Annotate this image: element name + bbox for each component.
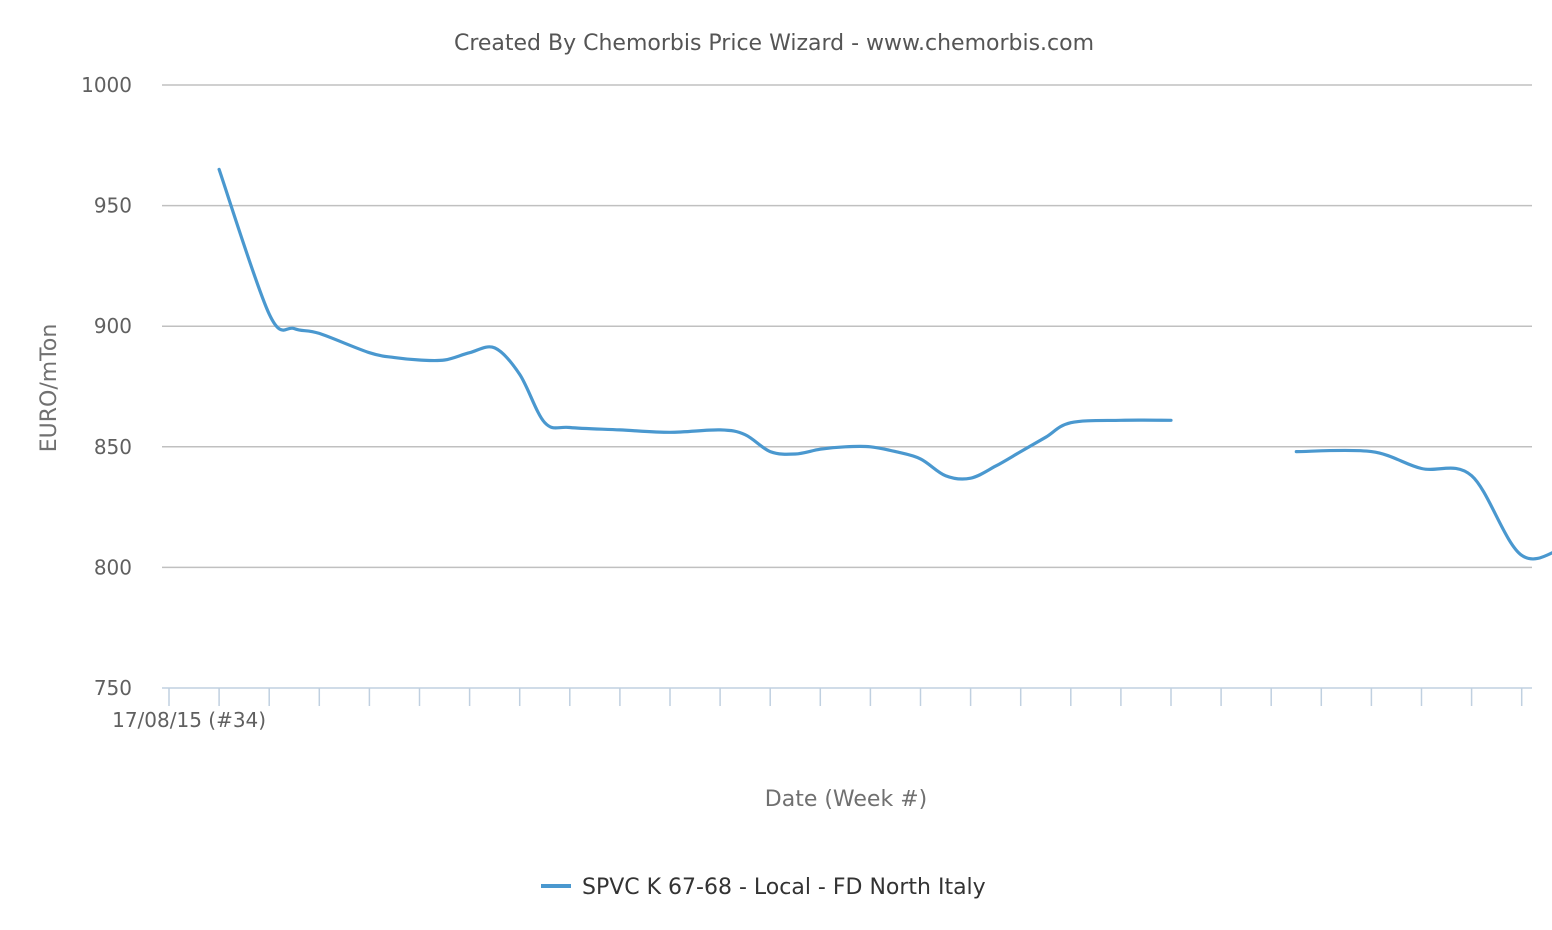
legend-label: SPVC K 67-68 - Local - FD North Italy (582, 875, 986, 900)
series-line-segment (217, 167, 1173, 481)
grid-layer (162, 84, 1532, 569)
y-tick-label: 800 (94, 555, 132, 579)
y-axis-title: EURO/mTon (37, 324, 62, 453)
x-axis: 17/08/15 (#34)25/04/16 (#17)02/01/17 (#0… (112, 687, 1532, 732)
series-layer (217, 167, 1552, 561)
y-tick-labels: 750 800 850 900 950 1000 (81, 73, 132, 700)
x-axis-title: Date (Week #) (765, 787, 927, 812)
y-tick-label: 750 (94, 676, 132, 700)
legend[interactable]: SPVC K 67-68 - Local - FD North Italy (541, 875, 986, 900)
y-tick-label: 1000 (81, 73, 132, 97)
chart-title: Created By Chemorbis Price Wizard - www.… (454, 31, 1094, 56)
y-tick-label: 900 (94, 314, 132, 338)
y-tick-label: 850 (94, 435, 132, 459)
x-tick-label: 17/08/15 (#34) (112, 708, 266, 732)
y-tick-label: 950 (94, 194, 132, 218)
